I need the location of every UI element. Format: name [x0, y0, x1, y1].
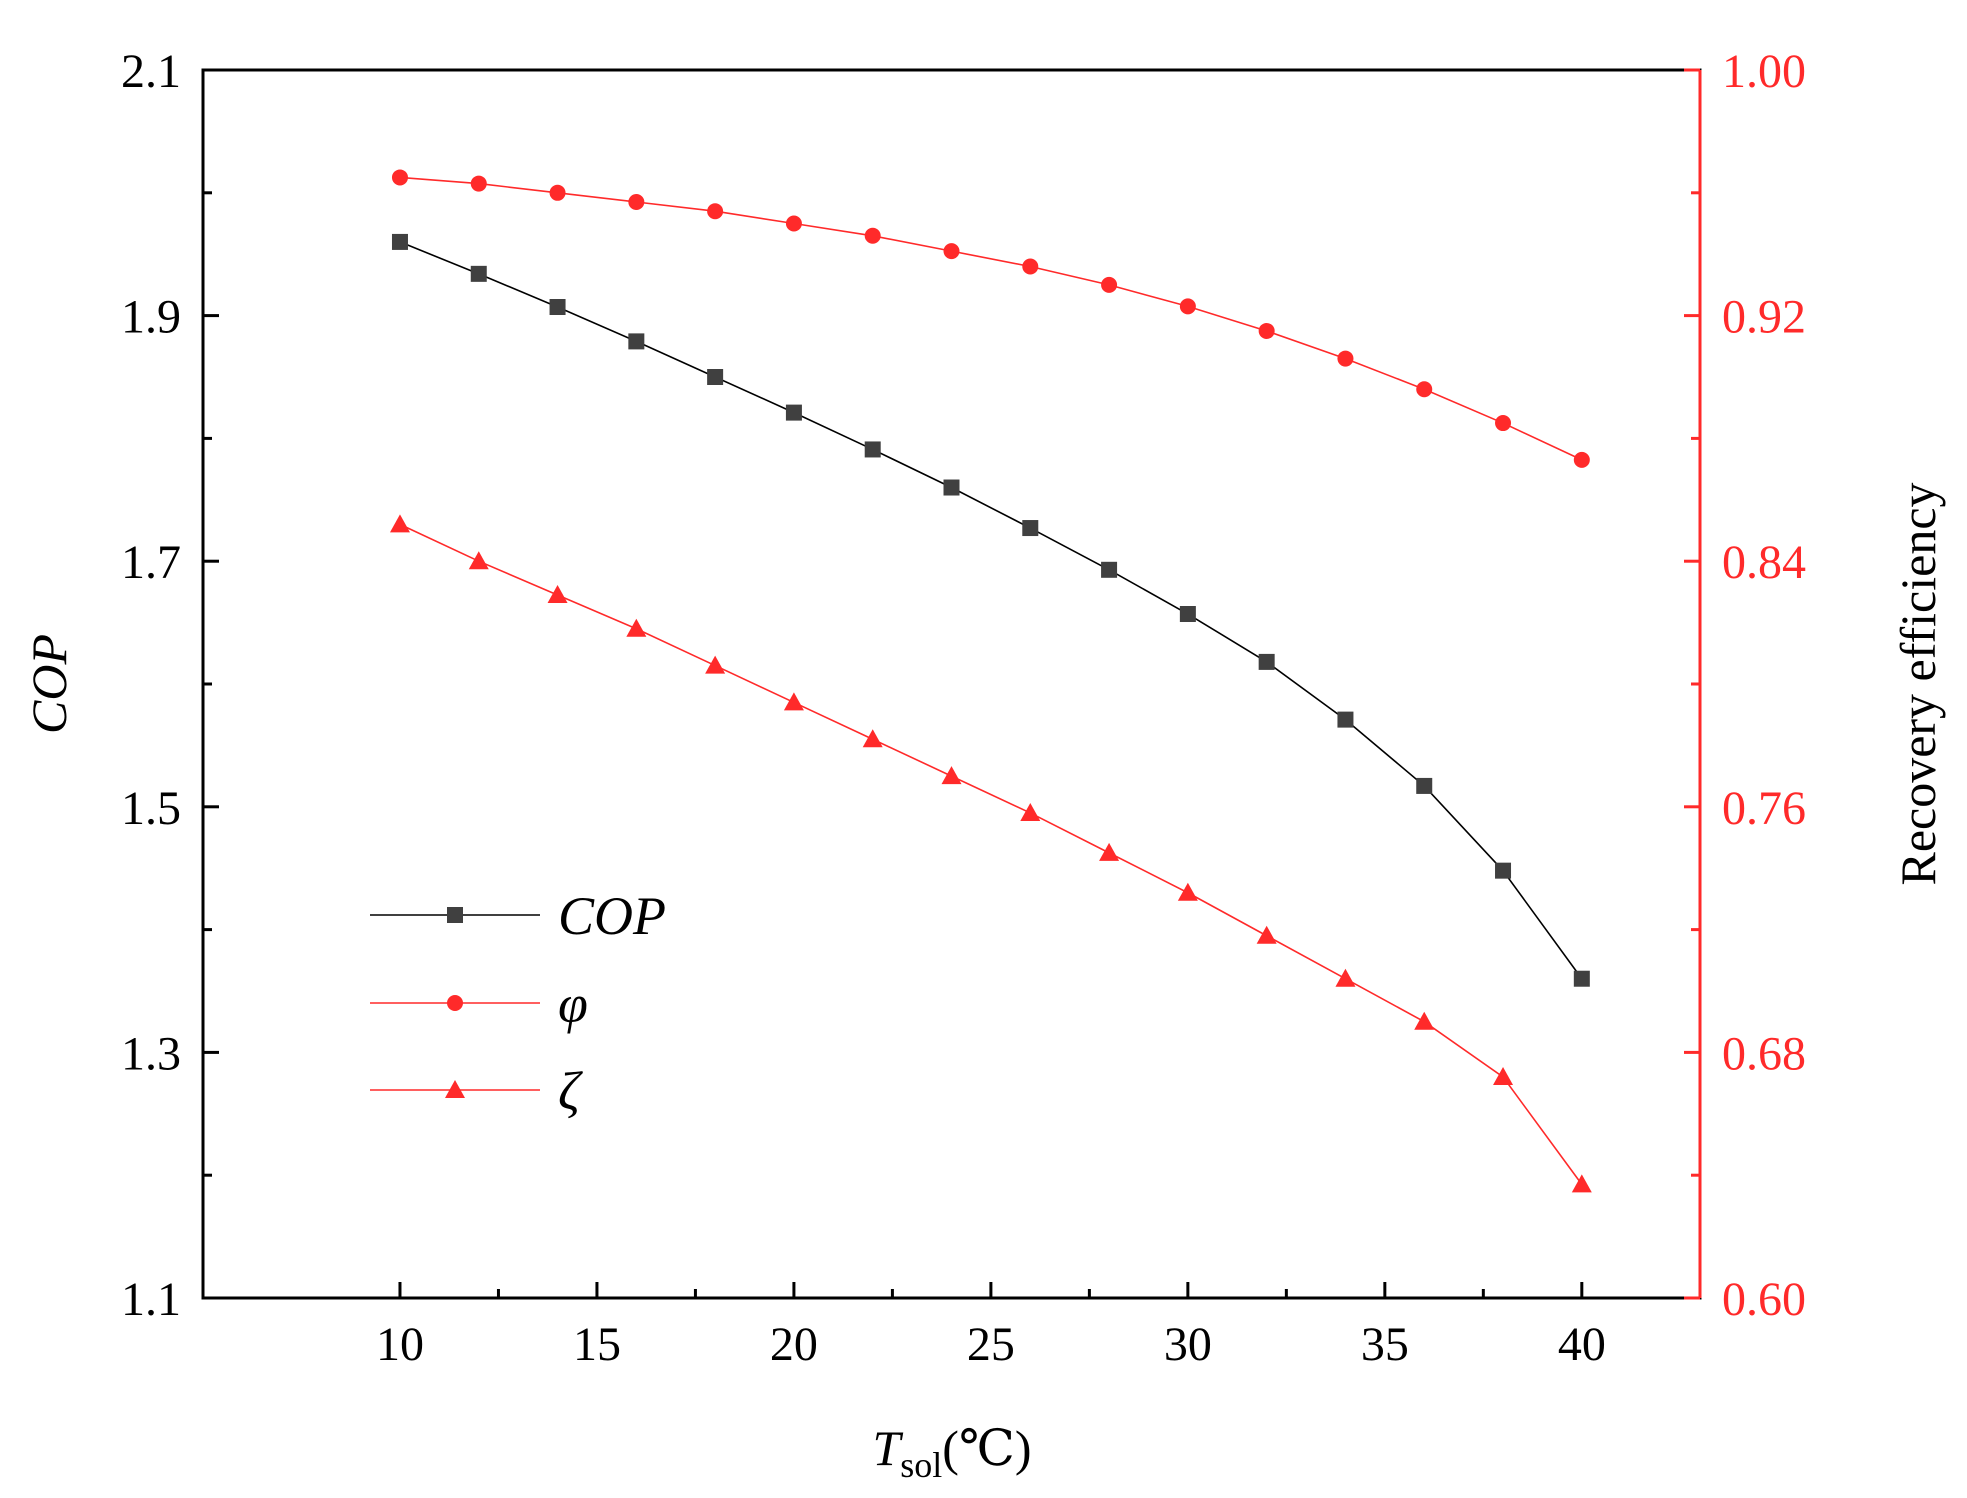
data-point: [1101, 561, 1118, 578]
data-point: [1179, 298, 1196, 315]
data-point: [1258, 653, 1275, 670]
data-point: [470, 265, 487, 282]
data-point: [1573, 970, 1590, 987]
legend: COP φζ: [370, 886, 666, 1121]
data-point: [1022, 258, 1039, 275]
right-axis-title: Recovery efficiency: [1890, 482, 1946, 885]
x-tick-label: 10: [376, 1318, 424, 1371]
legend-label: ζ: [558, 1061, 583, 1121]
data-point: [1495, 862, 1512, 879]
series-line: [399, 523, 1583, 1185]
legend-item: φ: [370, 974, 588, 1034]
data-point: [468, 551, 489, 570]
left-tick-label: 1.9: [121, 291, 181, 344]
data-point: [1256, 925, 1277, 944]
right-tick-label: 0.92: [1722, 291, 1806, 344]
data-point: [1099, 842, 1120, 861]
data-point: [1337, 350, 1354, 367]
right-tick-label: 0.84: [1722, 536, 1806, 589]
x-tick-label: 40: [1558, 1318, 1606, 1371]
data-point: [1177, 882, 1198, 901]
data-point: [707, 369, 724, 385]
data-point: [547, 584, 568, 603]
data-point: [1020, 802, 1041, 821]
x-tick-label: 35: [1361, 1318, 1409, 1371]
data-point: [626, 618, 647, 637]
data-point: [1416, 777, 1433, 794]
data-point: [943, 243, 960, 260]
series-1: [391, 233, 1590, 987]
x-axis-title-sub: sol: [900, 1445, 942, 1485]
data-point: [1573, 451, 1590, 468]
data-point: [943, 479, 960, 496]
left-tick-label: 1.3: [121, 1027, 181, 1080]
data-point: [864, 441, 881, 458]
series-line: [399, 241, 1583, 980]
left-tick-label: 1.1: [121, 1273, 181, 1326]
x-axis-title-unit: (℃): [942, 1420, 1031, 1476]
legend-marker: [445, 1080, 465, 1098]
data-point: [628, 194, 645, 211]
data-point: [1416, 381, 1433, 398]
left-tick-label: 1.7: [121, 536, 181, 589]
x-tick-label: 30: [1164, 1318, 1212, 1371]
data-point: [389, 514, 410, 533]
right-tick-label: 0.76: [1722, 782, 1806, 835]
left-tick-label: 2.1: [121, 45, 181, 98]
data-point: [785, 215, 802, 232]
series-2: [391, 169, 1590, 468]
x-tick-label: 15: [573, 1318, 621, 1371]
data-point: [783, 692, 804, 711]
data-point: [864, 227, 881, 244]
data-point: [1258, 322, 1275, 339]
data-point: [1335, 968, 1356, 987]
series-3: [389, 514, 1592, 1193]
legend-item: COP: [370, 886, 666, 946]
data-point: [628, 333, 645, 350]
data-point: [941, 766, 962, 785]
data-point: [549, 184, 566, 201]
left-axis-title: COP: [21, 634, 77, 734]
x-axis: 10 15 20 25 30 35 40: [376, 1282, 1606, 1371]
right-tick-label: 1.00: [1722, 45, 1806, 98]
legend-marker: [447, 995, 463, 1011]
left-y-axis: 1.1 1.3 1.5 1.7 1.9 2.1: [121, 45, 219, 1326]
data-point: [391, 169, 408, 186]
data-point: [1101, 276, 1118, 293]
x-axis-title-main: T: [872, 1420, 903, 1476]
right-tick-label: 0.60: [1722, 1273, 1806, 1326]
data-point: [1495, 415, 1512, 432]
data-point: [785, 404, 802, 421]
data-point: [1493, 1066, 1514, 1085]
series-line: [399, 176, 1583, 461]
data-point: [705, 655, 726, 674]
data-point: [1414, 1011, 1435, 1030]
data-point: [707, 203, 724, 220]
data-point: [470, 175, 487, 192]
legend-label: φ: [558, 974, 588, 1034]
x-tick-label: 25: [967, 1318, 1015, 1371]
series-layer: [389, 169, 1592, 1193]
data-point: [549, 299, 566, 316]
data-point: [1179, 606, 1196, 623]
right-y-axis: 0.60 0.68 0.76 0.84 0.92 1.00: [1684, 45, 1806, 1326]
data-point: [1022, 520, 1039, 537]
legend-label: COP: [558, 886, 666, 946]
left-tick-label: 1.5: [121, 782, 181, 835]
data-point: [391, 233, 408, 250]
data-point: [1337, 711, 1354, 728]
x-axis-title: Tsol(℃): [872, 1420, 1031, 1485]
data-point: [1571, 1174, 1592, 1193]
legend-marker: [447, 907, 463, 923]
x-tick-label: 20: [770, 1318, 818, 1371]
data-point: [862, 729, 883, 748]
legend-item: ζ: [370, 1061, 583, 1121]
right-tick-label: 0.68: [1722, 1027, 1806, 1080]
